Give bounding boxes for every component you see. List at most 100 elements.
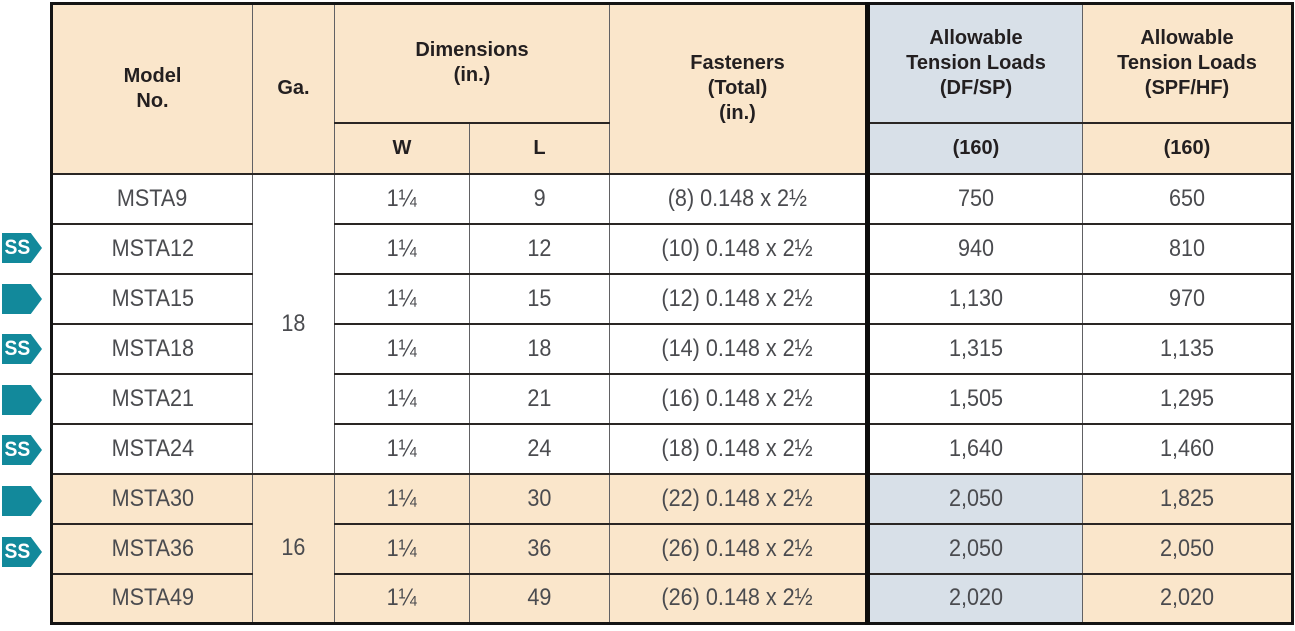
model-text: MSTA21	[111, 384, 194, 412]
cell-l: 12	[469, 222, 610, 274]
cell-fasteners: (22) 0.148 x 2½	[609, 472, 868, 524]
model-text: MSTA24	[111, 434, 194, 462]
table-row-msta9: MSTA9 18 1¼ 9 (8) 0.148 x 2½ 750 650	[51, 172, 1293, 474]
spf-hf-text: 810	[1168, 234, 1206, 262]
df-sp-text: 750	[957, 184, 995, 212]
header-ga: Ga.	[252, 2, 335, 174]
cell-fasteners: (16) 0.148 x 2½	[609, 372, 868, 424]
cell-spf-hf: 2,020	[1082, 572, 1293, 624]
cell-ga-18: 18	[252, 172, 335, 474]
model-text: MSTA12	[111, 234, 194, 262]
w-text: 1¼	[386, 484, 418, 512]
w-text: 1¼	[386, 334, 418, 362]
spf-hf-text: 2,020	[1159, 584, 1215, 612]
cell-fasteners: (8) 0.148 x 2½	[609, 172, 868, 224]
cell-l: 18	[469, 322, 610, 374]
cell-df-sp: 940	[865, 222, 1083, 274]
cell-spf-hf: 1,825	[1082, 472, 1293, 524]
table-row-msta12: MSTA12 1¼ 12 (10) 0.148 x 2½ 940 810	[51, 222, 1293, 274]
cell-w: 1¼	[334, 222, 470, 274]
ss-flag-label: SS	[4, 438, 31, 461]
w-text: 1¼	[386, 584, 418, 612]
l-text: 12	[527, 234, 552, 262]
header-rate-spf-hf: (160)	[1082, 121, 1293, 174]
spf-hf-text: 1,825	[1159, 484, 1215, 512]
l-text: 21	[527, 384, 552, 412]
w-text: 1¼	[386, 534, 418, 562]
cell-spf-hf: 970	[1082, 272, 1293, 324]
cell-l: 30	[469, 472, 610, 524]
cell-fasteners: (12) 0.148 x 2½	[609, 272, 868, 324]
cell-df-sp: 2,020	[865, 572, 1083, 624]
ss-flag-icon: SS	[2, 435, 42, 465]
cell-model: MSTA24	[51, 422, 253, 474]
w-text: 1¼	[386, 384, 418, 412]
l-text: 18	[527, 334, 552, 362]
df-sp-text: 1,130	[948, 284, 1004, 312]
cell-fasteners: (10) 0.148 x 2½	[609, 222, 868, 274]
cell-l: 21	[469, 372, 610, 424]
header-row-1: Model No. Ga. Dimensions (in.) Fasteners…	[51, 2, 1293, 174]
cell-fasteners: (26) 0.148 x 2½	[609, 522, 868, 574]
cell-fasteners: (26) 0.148 x 2½	[609, 572, 868, 624]
l-text: 9	[533, 184, 546, 212]
fasteners-text: (12) 0.148 x 2½	[661, 284, 814, 312]
ss-flag-icon: SS	[2, 537, 42, 567]
spf-hf-text: 650	[1168, 184, 1206, 212]
table-row-msta49: MSTA49 1¼ 49 (26) 0.148 x 2½ 2,020 2,020	[51, 572, 1293, 624]
fasteners-text: (18) 0.148 x 2½	[661, 434, 814, 462]
cell-df-sp: 1,640	[865, 422, 1083, 474]
model-text: MSTA18	[111, 334, 194, 362]
cell-df-sp: 1,315	[865, 322, 1083, 374]
arrow-flag-icon	[2, 385, 42, 415]
header-allowable-spf-hf: Allowable Tension Loads (SPF/HF)	[1082, 2, 1293, 123]
cell-ga-16: 16	[252, 472, 335, 624]
cell-df-sp: 1,505	[865, 372, 1083, 424]
cell-df-sp: 2,050	[865, 472, 1083, 524]
cell-w: 1¼	[334, 372, 470, 424]
fasteners-text: (14) 0.148 x 2½	[661, 334, 814, 362]
ss-flag-label: SS	[4, 337, 31, 360]
df-sp-text: 1,315	[948, 334, 1004, 362]
header-rate-df-sp: (160)	[865, 121, 1083, 174]
model-text: MSTA36	[111, 534, 194, 562]
header-l: L	[469, 121, 610, 174]
ss-flag-label: SS	[4, 236, 31, 259]
header-allowable-df-sp: Allowable Tension Loads (DF/SP)	[865, 2, 1083, 123]
ss-flag-icon: SS	[2, 233, 42, 263]
l-text: 30	[527, 484, 552, 512]
header-model-no: Model No.	[51, 2, 253, 174]
cell-model: MSTA36	[51, 522, 253, 574]
cell-spf-hf: 2,050	[1082, 522, 1293, 574]
spf-hf-text: 1,460	[1159, 434, 1215, 462]
w-text: 1¼	[386, 184, 418, 212]
cell-model: MSTA49	[51, 572, 253, 624]
l-text: 49	[527, 584, 552, 612]
cell-l: 36	[469, 522, 610, 574]
table-row-msta18: MSTA18 1¼ 18 (14) 0.148 x 2½ 1,315 1,135	[51, 322, 1293, 374]
df-sp-text: 2,020	[948, 584, 1004, 612]
ss-flag-label: SS	[4, 540, 31, 563]
cell-spf-hf: 1,295	[1082, 372, 1293, 424]
table-row-msta30: MSTA30 16 1¼ 30 (22) 0.148 x 2½ 2,050 1,…	[51, 472, 1293, 624]
cell-model: MSTA21	[51, 372, 253, 424]
cell-model: MSTA18	[51, 322, 253, 374]
header-row-2: W L (160) (160)	[52, 121, 1293, 174]
spf-hf-text: 1,295	[1159, 384, 1215, 412]
w-text: 1¼	[386, 434, 418, 462]
cell-l: 24	[469, 422, 610, 474]
df-sp-text: 1,640	[948, 434, 1004, 462]
cell-spf-hf: 810	[1082, 222, 1293, 274]
cell-spf-hf: 650	[1082, 172, 1293, 224]
spf-hf-text: 2,050	[1159, 534, 1215, 562]
cell-spf-hf: 1,135	[1082, 322, 1293, 374]
model-text: MSTA15	[111, 284, 194, 312]
fasteners-text: (22) 0.148 x 2½	[661, 484, 814, 512]
model-text: MSTA49	[111, 584, 194, 612]
cell-l: 9	[469, 172, 610, 224]
ga-text: 18	[281, 309, 306, 337]
cell-fasteners: (18) 0.148 x 2½	[609, 422, 868, 474]
cell-df-sp: 750	[865, 172, 1083, 224]
cell-fasteners: (14) 0.148 x 2½	[609, 322, 868, 374]
